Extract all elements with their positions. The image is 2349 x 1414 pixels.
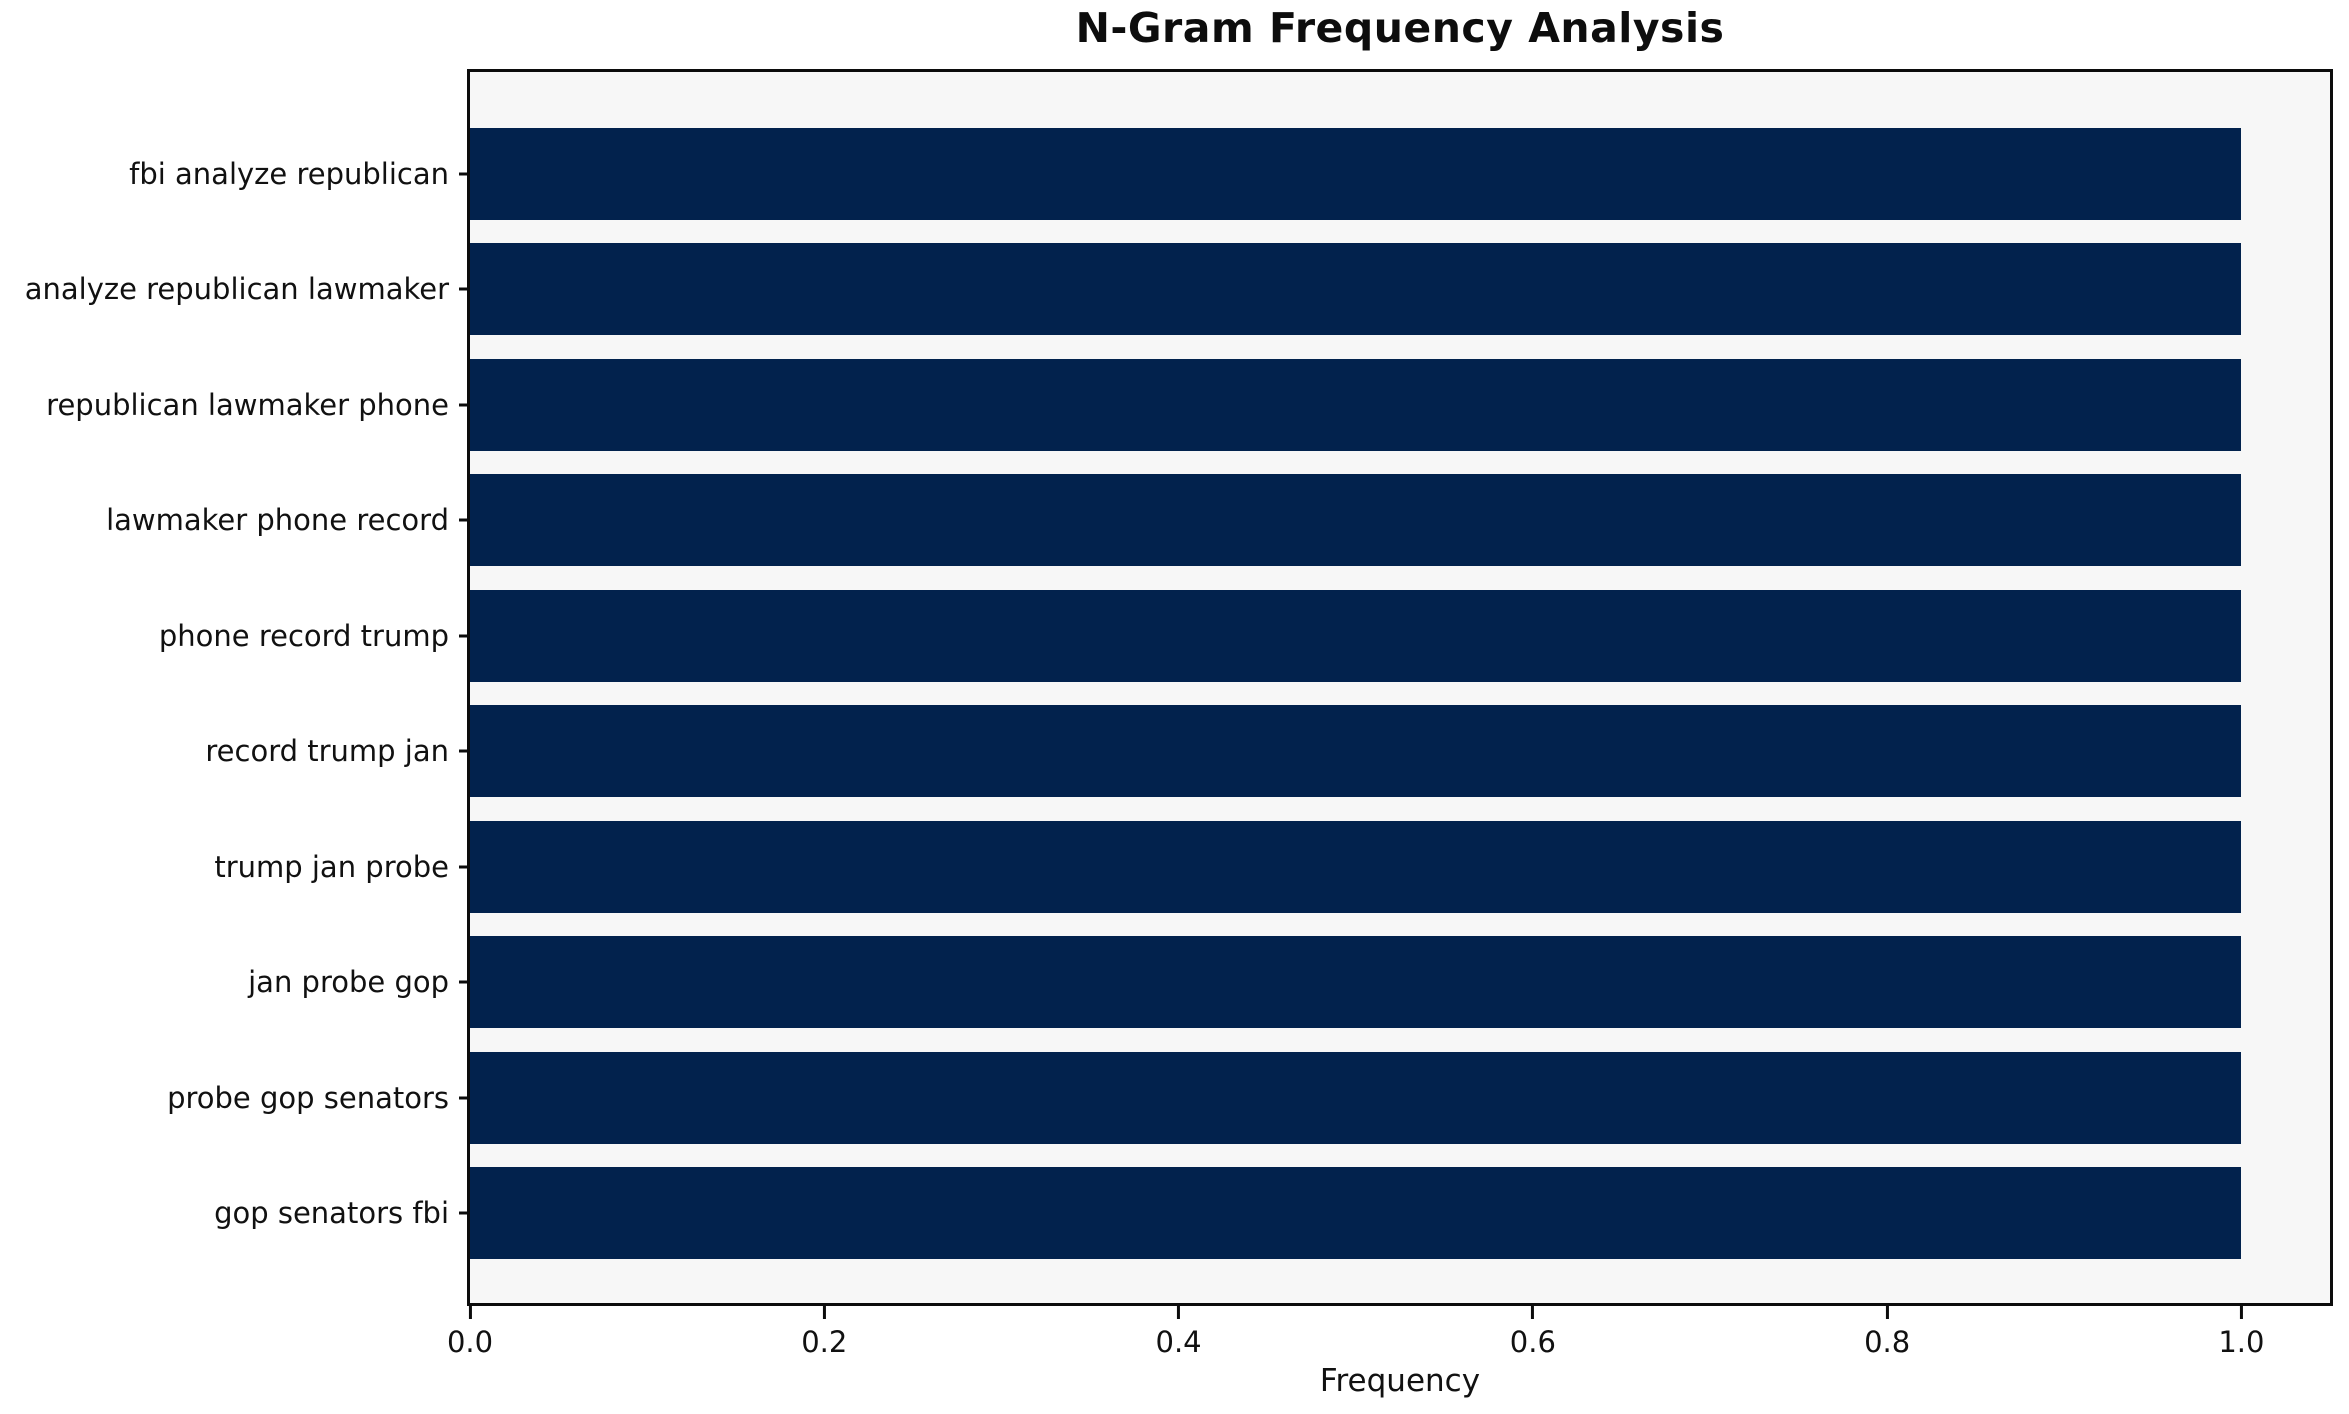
bar-row [470, 358, 2330, 451]
x-axis: 0.0 0.2 0.4 0.6 0.8 1.0 [447, 1306, 2330, 1376]
y-tick-row: phone record trump [0, 590, 470, 682]
chart-title: N-Gram Frequency Analysis [1075, 4, 1725, 52]
bar-row [470, 474, 2330, 567]
y-tick-mark [459, 749, 470, 753]
y-tick-row: trump jan probe [0, 821, 470, 913]
y-tick-mark [459, 518, 470, 522]
y-tick-row: lawmaker phone record [0, 474, 470, 566]
x-axis-title: Frequency [1319, 1363, 1481, 1399]
x-tick: 0.0 [447, 1306, 493, 1359]
y-tick-label: jan probe gop [248, 965, 449, 1000]
bar-row [470, 936, 2330, 1029]
x-tick-label: 1.0 [2218, 1325, 2265, 1359]
bar [470, 936, 2242, 1029]
bar-row [470, 820, 2330, 913]
y-tick-row: record trump jan [0, 705, 470, 797]
y-tick-label: lawmaker phone record [106, 503, 449, 538]
y-tick-label: record trump jan [205, 734, 449, 769]
bar [470, 705, 2242, 798]
x-tick-label: 0.4 [1155, 1325, 1202, 1359]
bar-row [470, 128, 2330, 220]
x-tick-label: 0.2 [801, 1325, 848, 1359]
y-tick-label: probe gop senators [167, 1080, 449, 1115]
bar-row [470, 705, 2330, 798]
y-tick-mark [459, 865, 470, 869]
x-tick-label: 0.8 [1864, 1325, 1911, 1359]
x-tick-mark [468, 1306, 472, 1319]
bars-container [470, 72, 2330, 1303]
x-tick-label: 0.0 [446, 1325, 494, 1359]
y-axis-labels: fbi analyze republican analyze republican… [0, 72, 470, 1303]
bar-row [470, 243, 2330, 336]
y-tick-row: gop senators fbi [0, 1167, 470, 1259]
y-tick-label: phone record trump [158, 618, 449, 653]
bar [470, 1051, 2242, 1144]
y-tick-row: fbi analyze republican [0, 128, 470, 220]
y-tick-mark [459, 403, 470, 407]
bar [470, 243, 2242, 336]
bar [470, 358, 2242, 451]
y-tick-mark [459, 172, 470, 176]
x-tick: 0.8 [1864, 1306, 1910, 1359]
y-tick-label: fbi analyze republican [129, 157, 449, 191]
bar-row [470, 1051, 2330, 1144]
x-tick: 0.4 [1156, 1306, 1202, 1359]
y-tick-label: analyze republican lawmaker [24, 272, 449, 307]
y-tick-mark [459, 287, 470, 291]
y-tick-mark [459, 980, 470, 984]
bar [470, 589, 2242, 682]
bar [470, 1166, 2242, 1259]
y-tick-label: gop senators fbi [214, 1195, 449, 1230]
bar [470, 474, 2242, 567]
bar-row [470, 589, 2330, 682]
y-tick-label: republican lawmaker phone [46, 387, 449, 422]
y-tick-row: probe gop senators [0, 1052, 470, 1144]
y-tick-mark [459, 1096, 470, 1099]
x-tick-label: 0.6 [1509, 1325, 1556, 1359]
y-tick-row: analyze republican lawmaker [0, 243, 470, 335]
y-tick-row: jan probe gop [0, 936, 470, 1028]
bar [470, 128, 2242, 220]
y-tick-mark [459, 1211, 470, 1215]
bar-row [470, 1166, 2330, 1259]
x-tick-mark [822, 1306, 826, 1319]
y-tick-row: republican lawmaker phone [0, 359, 470, 451]
y-tick-mark [459, 634, 470, 638]
x-tick: 1.0 [2218, 1306, 2264, 1359]
x-tick-mark [1531, 1306, 1535, 1319]
x-tick-mark [2239, 1306, 2243, 1319]
x-tick-mark [1177, 1306, 1181, 1319]
x-tick-mark [1885, 1306, 1889, 1319]
x-tick: 0.6 [1510, 1306, 1556, 1359]
y-tick-label: trump jan probe [214, 849, 449, 884]
bar [470, 820, 2242, 913]
x-tick: 0.2 [801, 1306, 847, 1359]
plot-area [467, 69, 2333, 1306]
